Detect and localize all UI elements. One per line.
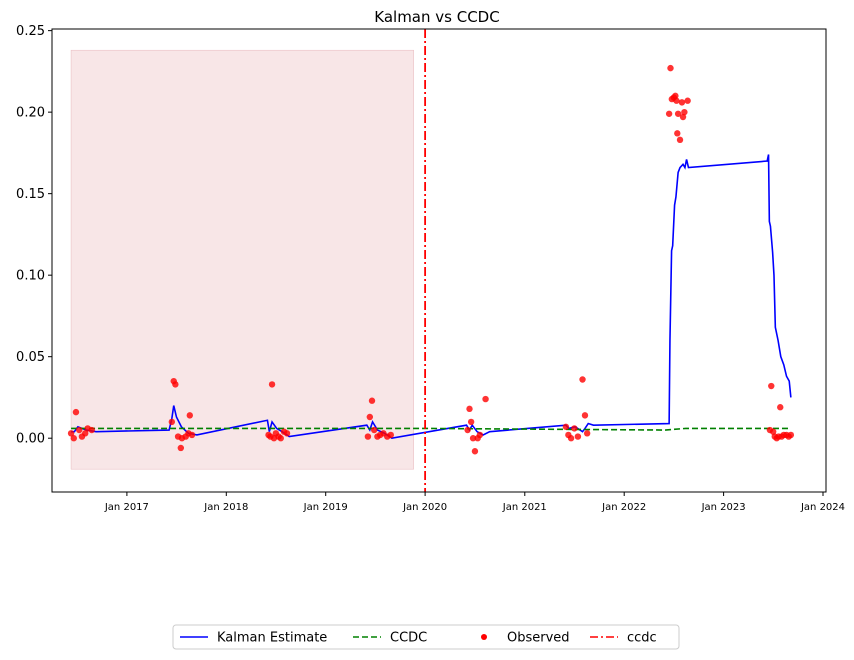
y-tick-label: 0.00: [16, 432, 45, 447]
y-tick-label: 0.05: [16, 350, 45, 365]
observed-point: [368, 397, 376, 404]
x-tick-label: Jan 2022: [601, 502, 646, 513]
x-tick-label: Jan 2021: [502, 502, 547, 513]
y-tick-label: 0.25: [16, 24, 45, 39]
y-axis: 0.00 0.05 0.10 0.15 0.20 0.25: [16, 24, 52, 447]
plot-frame: [51, 28, 827, 493]
x-tick-label: Jan 2023: [701, 502, 746, 513]
observed-point: [387, 431, 394, 439]
observed-point: [268, 381, 276, 388]
observed-point: [482, 395, 489, 403]
x-tick-label: Jan 2017: [104, 502, 149, 513]
observed-point: [364, 433, 372, 440]
observed-point: [283, 430, 291, 437]
shaded-region: [70, 49, 414, 470]
y-tick-label: 0.15: [16, 187, 45, 202]
observed-point: [665, 110, 673, 117]
observed-point: [466, 405, 473, 413]
observed-point: [681, 108, 688, 116]
observed-point: [583, 430, 591, 437]
observed-point: [667, 64, 674, 72]
legend: Kalman Estimate CCDC Observed ccdc: [172, 624, 680, 650]
observed-point: [76, 426, 83, 434]
observed-point: [82, 430, 89, 437]
x-tick-label: Jan 2024: [800, 502, 845, 513]
legend-label-ccdc: ccdc: [627, 631, 657, 646]
observed-point: [72, 408, 80, 416]
observed-point: [366, 413, 374, 421]
observed-point: [277, 435, 284, 442]
observed-point: [672, 92, 679, 100]
x-tick-label: Jan 2020: [402, 502, 447, 513]
legend-box: [172, 624, 680, 650]
observed-point: [464, 426, 471, 434]
legend-label-kalman-estimate: Kalman Estimate: [217, 631, 327, 646]
observed-point: [567, 435, 575, 442]
observed-point: [469, 435, 477, 442]
observed-point: [471, 448, 479, 455]
observed-point: [777, 404, 784, 411]
ccdc-line: [71, 427, 791, 431]
legend-marker-observed: [481, 634, 487, 640]
observed-point: [787, 431, 795, 439]
observed-point: [172, 381, 179, 388]
legend-label-observed: Observed: [507, 631, 570, 646]
observed-point: [673, 97, 680, 104]
observed-point: [370, 426, 378, 434]
observed-point: [88, 426, 95, 434]
observed-point: [574, 433, 582, 440]
observed-point: [684, 97, 691, 104]
observed-point: [177, 444, 185, 452]
legend-label-ccdc: CCDC: [390, 631, 427, 646]
x-tick-label: Jan 2019: [303, 502, 348, 513]
y-tick-label: 0.20: [16, 106, 45, 121]
observed-point: [676, 136, 684, 144]
observed-point: [168, 418, 176, 426]
observed-point: [674, 110, 682, 117]
observed-point: [769, 428, 777, 435]
observed-point: [186, 412, 194, 419]
chart-title: Kalman vs CCDC: [374, 8, 499, 26]
observed-point: [562, 423, 570, 430]
observed-point: [678, 99, 686, 106]
observed-point: [581, 412, 589, 419]
observed-point: [571, 425, 578, 432]
observed-point: [579, 376, 586, 383]
y-tick-label: 0.10: [16, 269, 45, 284]
observed-point: [674, 130, 681, 137]
plot-area: [67, 29, 795, 492]
observed-point: [467, 418, 475, 426]
observed-point: [70, 435, 77, 442]
observed-point: [679, 113, 687, 121]
x-axis: Jan 2017 Jan 2018 Jan 2019 Jan 2020 Jan 2021…: [104, 492, 845, 513]
observed-point: [476, 431, 484, 439]
observed-point: [768, 382, 775, 390]
x-tick-label: Jan 2018: [203, 502, 248, 513]
observed-point: [188, 431, 196, 439]
observed-point: [67, 430, 75, 437]
